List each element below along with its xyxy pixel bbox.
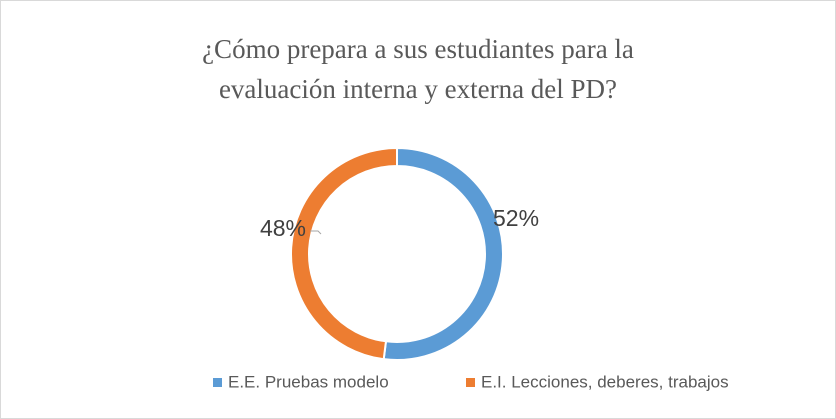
legend-swatch	[466, 378, 475, 387]
data-label: 52%	[493, 205, 539, 231]
chart-title: ¿Cómo prepara a sus estudiantes para la	[202, 34, 634, 64]
donut-slice	[290, 146, 398, 361]
chart-title: evaluación interna y externa del PD?	[219, 74, 617, 104]
legend-swatch	[213, 378, 222, 387]
data-label: 48%	[260, 215, 306, 241]
legend-label: E.E. Pruebas modelo	[228, 372, 389, 391]
leader-line	[310, 230, 322, 235]
legend-label: E.I. Lecciones, deberes, trabajos	[481, 372, 729, 391]
